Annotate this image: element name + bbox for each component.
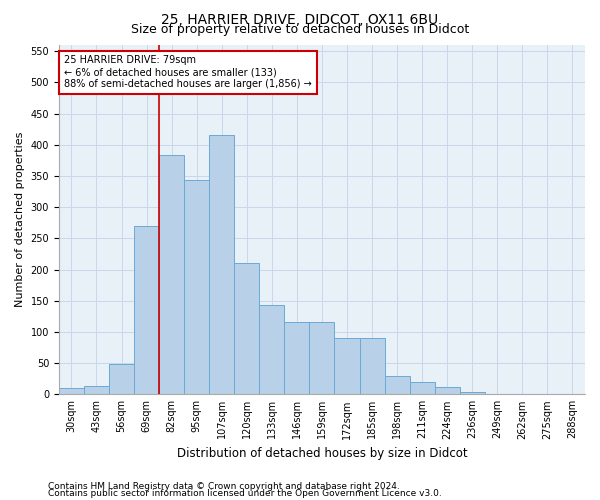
Bar <box>59 388 84 394</box>
Bar <box>259 305 284 394</box>
Bar <box>284 322 310 394</box>
Text: Contains public sector information licensed under the Open Government Licence v3: Contains public sector information licen… <box>48 490 442 498</box>
Bar <box>159 156 184 394</box>
Bar <box>310 322 334 394</box>
Bar <box>334 338 359 394</box>
X-axis label: Distribution of detached houses by size in Didcot: Distribution of detached houses by size … <box>176 447 467 460</box>
Text: Contains HM Land Registry data © Crown copyright and database right 2024.: Contains HM Land Registry data © Crown c… <box>48 482 400 491</box>
Y-axis label: Number of detached properties: Number of detached properties <box>15 132 25 308</box>
Bar <box>209 136 234 394</box>
Bar <box>359 338 385 394</box>
Text: 25 HARRIER DRIVE: 79sqm
← 6% of detached houses are smaller (133)
88% of semi-de: 25 HARRIER DRIVE: 79sqm ← 6% of detached… <box>64 56 312 88</box>
Bar <box>410 382 434 394</box>
Bar <box>434 388 460 394</box>
Bar <box>184 180 209 394</box>
Text: 25, HARRIER DRIVE, DIDCOT, OX11 6BU: 25, HARRIER DRIVE, DIDCOT, OX11 6BU <box>161 12 439 26</box>
Text: Size of property relative to detached houses in Didcot: Size of property relative to detached ho… <box>131 22 469 36</box>
Bar <box>385 376 410 394</box>
Bar <box>84 386 109 394</box>
Bar <box>234 264 259 394</box>
Bar <box>109 364 134 394</box>
Bar <box>460 392 485 394</box>
Bar <box>134 226 159 394</box>
